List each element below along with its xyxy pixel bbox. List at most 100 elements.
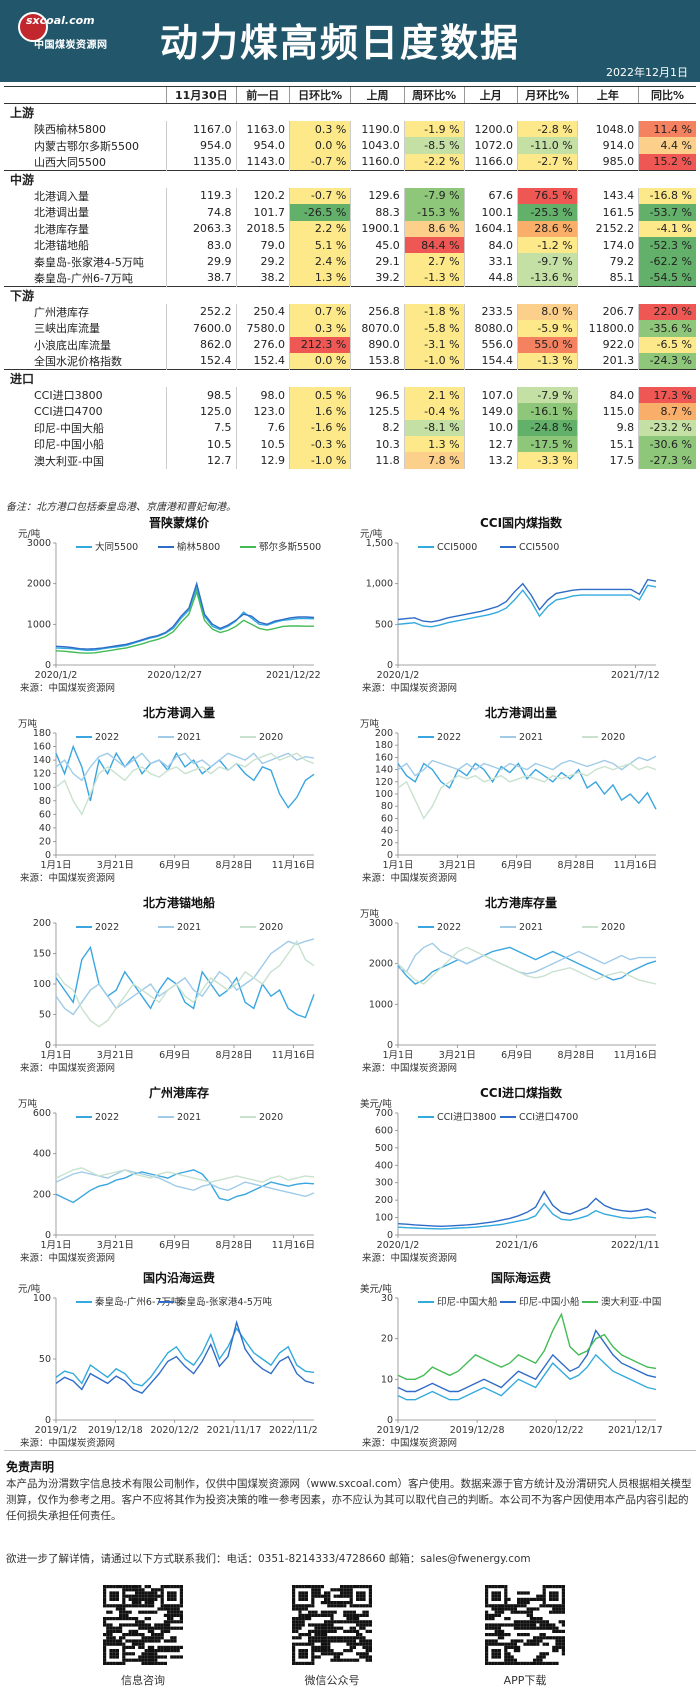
table-cell: -1.9 % [403,121,465,138]
table-row: 北港调入量 119.3 120.2 -0.7 % 129.6 -7.9 % 67.6 76.5… [4,187,696,205]
y-tick-label: 100 [375,789,393,800]
header-divider [0,80,700,82]
legend-label: 2022 [437,922,461,933]
table-cell: -1.6 % [289,419,351,437]
table-cell: 0.5 % [289,386,351,404]
series-line [55,945,315,1019]
x-tick-label: 8月28日 [215,860,252,871]
qr-code-wechat-icon[interactable] [292,1585,372,1665]
chart-shanxi-coal-price: 晋陕蒙煤价 元/吨 0 1000 2000 3000 2020/1/2 2020/12/27 2… [14,515,344,705]
table-cell: -2.8 % [517,121,578,138]
row-label: 北港锚地船 [34,239,89,253]
row-label: 三峡出库流量 [34,322,100,336]
y-tick-label: 140 [375,765,393,776]
table-row: 秦皇岛-广州6-7万吨 38.7 38.2 1.3 % 39.2 -1.3 % 44.8 -1… [4,269,696,287]
row-label: 北港调入量 [34,189,89,203]
row-label: 秦皇岛-张家港4-5万吨 [34,255,144,269]
table-cell: -23.2 % [638,419,696,437]
x-tick-label: 2021/12/22 [266,670,321,681]
qr-code-consult-icon[interactable] [103,1585,183,1665]
x-tick-label: 3月21日 [97,1240,134,1251]
table-cell: 7600.0 [166,320,237,337]
table-cell: 276.0 [235,336,290,353]
x-tick-label: 2021/1/6 [495,1240,538,1251]
table-cell: 8.2 [350,419,405,437]
qr-label-wechat: 微信公众号 [304,1674,360,1687]
logo-url-text: sxcoal.com [26,14,95,27]
row-label: 广州港库存 [34,305,89,319]
column-header: 日环比% [289,86,351,104]
chart-title: 国际海运费 [491,1270,551,1285]
y-tick-label: 0 [45,1040,51,1051]
table-cell: 2.2 % [289,220,351,237]
table-cell: 4.4 % [638,137,696,154]
sxcoal-logo[interactable]: sxcoal.com 中国煤炭资源网 [10,6,125,72]
chart-svg: 北方港锚地船 0 50 100 150 200 1月1日 3月21日 6月9日 8月28日 11月1… [20,895,315,1074]
table-cell: -3.1 % [403,336,465,353]
table-cell: 1166.0 [463,153,518,171]
column-header [4,86,167,104]
row-label: 山西大同5500 [34,155,106,169]
table-cell: 22.0 % [638,303,696,321]
chart-source: 来源：中国煤炭资源网 [20,1437,115,1449]
table-cell: -9.7 % [517,253,578,270]
y-tick-label: 0 [45,1415,51,1426]
table-cell: 212.3 % [289,336,351,353]
y-tick-label: 200 [375,1195,393,1206]
table-row: 秦皇岛-张家港4-5万吨 29.9 29.2 2.4 % 29.1 2.7 % 33.1 -9… [4,253,696,270]
table-cell: 88.3 [350,204,405,221]
table-cell: 7580.0 [235,320,290,337]
x-tick-label: 2019/12/28 [450,1425,505,1436]
row-label: 内蒙古鄂尔多斯5500 [34,139,139,153]
y-tick-label: 0 [387,1415,393,1426]
x-tick-label: 2021/12/17 [608,1425,663,1436]
table-cell: -35.6 % [638,320,696,337]
report-header: sxcoal.com 中国煤炭资源网 动力煤高频日度数据 2022年12月1日 [0,0,700,80]
series-line [397,1190,657,1228]
chart-guangzhou-inventory: 广州港库存 万吨 0 200 400 600 1月1日 3月21日 6月9日 8月28日 11月16… [14,1085,344,1275]
y-tick-label: 10 [381,1374,393,1385]
table-cell: 11.4 % [638,121,696,138]
table-cell: -52.3 % [638,236,696,254]
table-cell: -7.9 % [517,386,578,404]
x-tick-label: 3月21日 [97,860,134,871]
data-table: 11月30日 前一日 日环比% 上周 周环比% 上月 月环比% 上年 同比% 上游 陕西榆林580… [4,86,696,469]
table-cell: -53.7 % [638,204,696,221]
y-tick-label: 180 [375,740,393,751]
row-label: CCI进口3800 [34,389,103,403]
series-line [55,581,315,650]
series-line [55,1169,315,1204]
page-title: 动力煤高频日度数据 [160,21,521,65]
series-line [55,589,314,654]
table-cell: 0.3 % [289,320,351,337]
legend-label: 2020 [601,732,625,743]
table-cell: 83.0 [166,236,237,254]
qr-label-app: APP下载 [503,1674,547,1687]
y-tick-label: 1,500 [366,538,393,549]
table-cell: 10.5 [166,436,237,453]
table-cell: -13.6 % [517,269,578,287]
x-tick-label: 11月16日 [614,860,657,871]
x-tick-label: 6月9日 [501,860,532,871]
table-cell: -0.7 % [289,187,351,205]
legend-label: 澳大利亚-中国 [601,1296,661,1308]
table-cell: 1190.0 [350,121,405,138]
disclaimer-divider [4,1450,696,1451]
table-cell: 44.8 [463,269,518,287]
x-tick-label: 2022/1/11 [611,1240,660,1251]
y-tick-label: 3000 [369,918,393,929]
x-tick-label: 8月28日 [215,1050,252,1061]
section-label: 下游 [4,285,696,304]
qr-code-app-icon[interactable] [485,1585,565,1665]
y-tick-label: 2000 [27,579,51,590]
table-row: 小浪底出库流量 862.0 276.0 212.3 % 890.0 -3.1 % 556.0… [4,336,696,353]
section-row: 进口 [4,368,696,387]
table-row: 内蒙古鄂尔多斯5500 954.0 954.0 0.0 % 1043.0 -8.5 % 10… [4,137,696,154]
table-cell: -4.1 % [638,220,696,237]
contact-info: 欲进一步了解详情，请通过以下方式联系我们：电话：0351-8214333/472… [6,1553,531,1565]
disclaimer-text: 本产品为汾渭数字信息技术有限公司制作，仅供中国煤炭资源网（www.sxcoal.… [6,1478,692,1522]
table-cell: -5.9 % [517,320,578,337]
chart-title: 北方港库存量 [485,895,557,910]
